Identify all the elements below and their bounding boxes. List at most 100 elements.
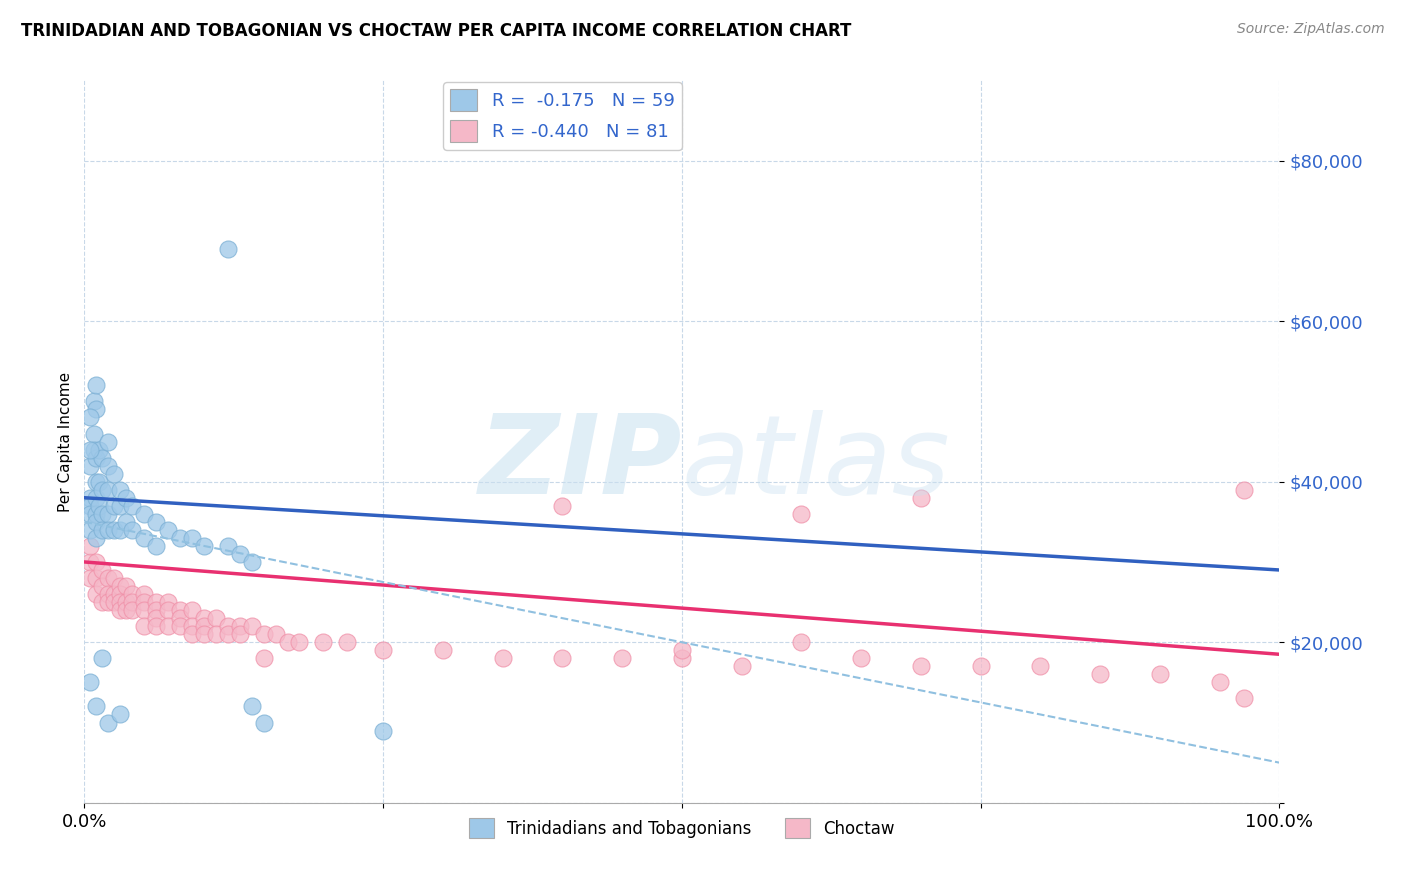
Text: TRINIDADIAN AND TOBAGONIAN VS CHOCTAW PER CAPITA INCOME CORRELATION CHART: TRINIDADIAN AND TOBAGONIAN VS CHOCTAW PE… (21, 22, 852, 40)
Point (277, 635, 299, 649)
Point (97, 483, 120, 497)
Point (91, 483, 114, 497)
Point (217, 619, 239, 633)
Point (87, 442, 110, 457)
Point (253, 715, 276, 730)
Point (181, 627, 204, 641)
Point (121, 523, 143, 537)
Point (551, 499, 574, 513)
Point (97, 523, 120, 537)
Point (97, 587, 120, 601)
Point (121, 587, 143, 601)
Point (115, 603, 138, 617)
Point (157, 523, 180, 537)
Point (169, 603, 191, 617)
Point (336, 635, 359, 649)
Point (145, 595, 167, 609)
Point (115, 491, 138, 505)
Point (193, 627, 215, 641)
Point (79, 499, 101, 513)
Point (193, 611, 215, 625)
Point (86, 587, 108, 601)
Point (115, 579, 138, 593)
Point (79, 523, 101, 537)
Point (79, 571, 101, 585)
Point (240, 555, 263, 569)
Point (79, 675, 101, 690)
Point (103, 523, 125, 537)
Point (145, 539, 167, 553)
Point (83, 394, 105, 409)
Point (79, 491, 101, 505)
Point (157, 603, 180, 617)
Point (671, 651, 693, 665)
Point (115, 595, 138, 609)
Point (132, 507, 156, 521)
Point (91, 507, 114, 521)
Point (86, 475, 108, 489)
Point (492, 651, 515, 665)
Point (79, 442, 101, 457)
Point (181, 603, 204, 617)
Point (551, 651, 574, 665)
Point (731, 659, 754, 673)
Point (157, 595, 180, 609)
Point (121, 595, 143, 609)
Text: ZIP: ZIP (478, 409, 682, 516)
Point (432, 643, 454, 657)
Point (97, 458, 120, 473)
Point (86, 515, 108, 529)
Point (373, 723, 395, 738)
Point (169, 619, 191, 633)
Text: Source: ZipAtlas.com: Source: ZipAtlas.com (1237, 22, 1385, 37)
Point (86, 402, 108, 417)
Point (110, 603, 132, 617)
Point (91, 579, 114, 593)
Point (83, 426, 105, 441)
Point (110, 707, 132, 722)
Point (288, 635, 311, 649)
Point (97, 434, 120, 449)
Point (103, 571, 125, 585)
Point (240, 619, 263, 633)
Y-axis label: Per Capita Income: Per Capita Income (58, 371, 73, 512)
Point (217, 627, 239, 641)
Point (229, 627, 252, 641)
Point (1090, 667, 1112, 681)
Point (169, 531, 191, 545)
Point (145, 619, 167, 633)
Point (121, 603, 143, 617)
Point (97, 715, 120, 730)
Point (671, 643, 693, 657)
Point (103, 499, 125, 513)
Point (253, 627, 276, 641)
Point (1233, 691, 1256, 706)
Point (970, 659, 993, 673)
Point (193, 619, 215, 633)
Legend: Trinidadians and Tobagonians, Choctaw: Trinidadians and Tobagonians, Choctaw (463, 812, 901, 845)
Point (87, 475, 110, 489)
Point (103, 587, 125, 601)
Point (217, 242, 239, 256)
Point (79, 555, 101, 569)
Point (79, 539, 101, 553)
Point (1233, 483, 1256, 497)
Point (253, 651, 276, 665)
Point (79, 507, 101, 521)
Point (97, 595, 120, 609)
Point (132, 531, 156, 545)
Point (790, 635, 813, 649)
Point (910, 659, 932, 673)
Point (373, 643, 395, 657)
Point (132, 619, 156, 633)
Point (229, 547, 252, 561)
Point (103, 467, 125, 481)
Point (121, 499, 143, 513)
Point (97, 571, 120, 585)
Point (86, 555, 108, 569)
Point (110, 579, 132, 593)
Point (97, 507, 120, 521)
Point (1029, 659, 1052, 673)
Point (79, 458, 101, 473)
Point (86, 571, 108, 585)
